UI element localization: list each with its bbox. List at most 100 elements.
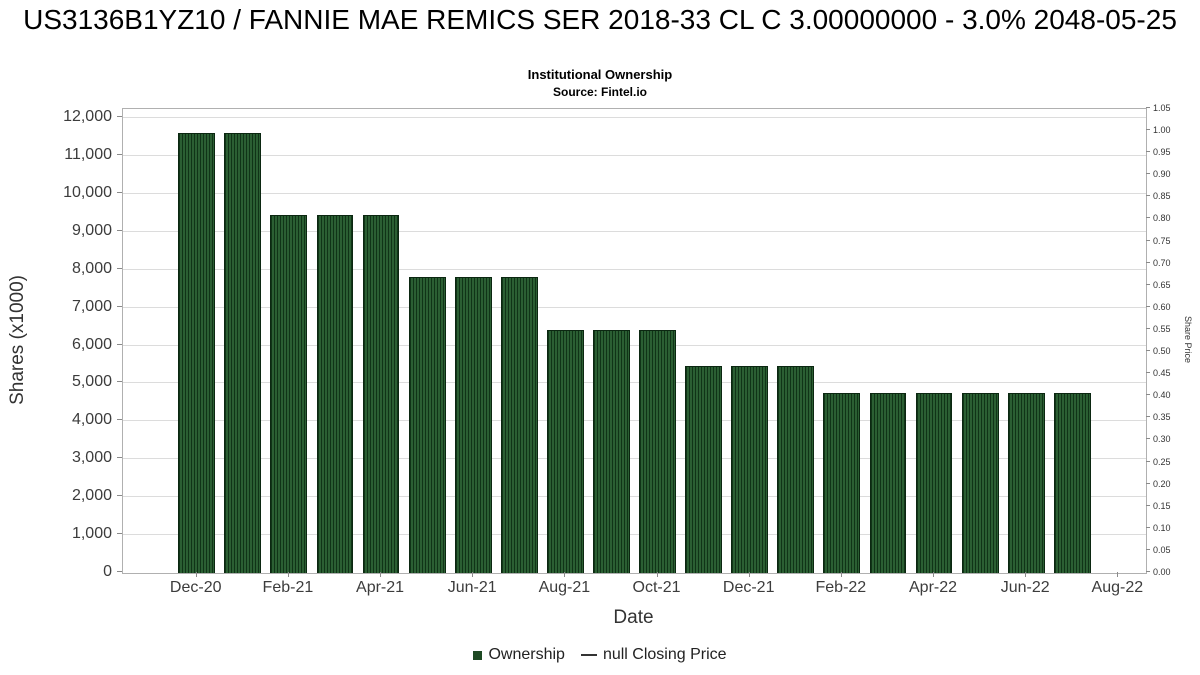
ownership-bar <box>500 277 538 573</box>
y-right-tick-mark <box>1146 372 1150 374</box>
y-right-tick-label: 0.90 <box>1153 169 1171 180</box>
right-axis-title-text: Share Price <box>1183 316 1193 364</box>
gridline <box>123 420 1146 422</box>
x-tick-label: Feb-22 <box>815 579 867 596</box>
y-right-tick-label: 0.30 <box>1153 434 1171 445</box>
left-axis-ticks: 0 1,000 2,000 3,000 4,000 5,000 6,000 7,000 8,00… <box>30 108 122 580</box>
y-right-tick-mark <box>1146 526 1150 528</box>
legend-item: Ownership <box>473 646 565 664</box>
y-right-tick-mark <box>1146 327 1150 329</box>
y-right-tick-label: 0.20 <box>1153 478 1171 489</box>
y-right-tick-label: 0.45 <box>1153 368 1171 379</box>
gridline <box>123 534 1146 536</box>
y-left-tick-mark <box>117 495 122 497</box>
y-right-tick-label: 0.15 <box>1153 500 1171 511</box>
y-right-tick-mark <box>1146 283 1150 285</box>
x-tick-label: Dec-20 <box>169 579 222 596</box>
ownership-bar <box>731 366 769 573</box>
x-tick-label: Jun-22 <box>1000 579 1050 596</box>
y-left-tick-mark <box>117 457 122 459</box>
plot-area <box>122 108 1147 574</box>
y-left-tick-label: 7,000 <box>71 297 112 315</box>
gridline <box>123 117 1146 119</box>
y-right-tick-label: 0.70 <box>1153 257 1171 268</box>
y-right-tick-label: 0.55 <box>1153 323 1171 334</box>
y-left-tick-label: 5,000 <box>71 373 112 391</box>
y-right-tick-label: 0.40 <box>1153 390 1171 401</box>
gridline <box>123 306 1146 308</box>
ownership-bar <box>408 277 446 573</box>
ownership-bar <box>546 330 584 573</box>
y-right-tick-mark <box>1146 394 1150 396</box>
x-tick-label: Apr-21 <box>356 579 405 596</box>
y-right-tick-mark <box>1146 438 1150 440</box>
y-right-tick-label: 0.00 <box>1153 567 1171 577</box>
y-right-tick-mark <box>1146 129 1150 131</box>
x-axis-ticks: Dec-20 Feb-21 Apr-21 Jun-21 Aug-21 Oct-21 Dec-… <box>122 572 1145 602</box>
y-right-tick-label: 0.35 <box>1153 412 1171 423</box>
y-right-tick-mark <box>1146 151 1150 153</box>
chart-title: US3136B1YZ10 / FANNIE MAE REMICS SER 201… <box>23 4 1177 35</box>
y-left-tick-label: 0 <box>103 563 112 580</box>
y-right-tick-mark <box>1146 548 1150 550</box>
y-right-tick-mark <box>1146 571 1150 572</box>
y-left-tick-label: 2,000 <box>71 487 112 505</box>
x-tick-mark <box>564 572 566 577</box>
ownership-bar <box>316 214 354 573</box>
ownership-bar <box>178 133 216 573</box>
x-tick-label: Jun-21 <box>447 579 497 596</box>
ownership-bar <box>961 392 999 573</box>
x-tick-mark <box>380 572 382 577</box>
y-right-tick-label: 0.60 <box>1153 301 1171 312</box>
y-left-tick-mark <box>117 419 122 421</box>
y-right-tick-label: 0.80 <box>1153 213 1171 224</box>
gridline <box>123 344 1146 346</box>
ownership-bar <box>593 330 630 573</box>
y-left-tick-label: 1,000 <box>71 525 112 543</box>
ownership-bar <box>270 214 308 573</box>
gridline <box>123 496 1146 498</box>
y-left-tick-label: 4,000 <box>71 411 112 429</box>
x-tick-label: Dec-21 <box>722 579 775 596</box>
ownership-bar <box>915 392 953 573</box>
x-tick-mark <box>287 572 289 577</box>
x-tick-mark <box>195 572 197 577</box>
gridline <box>123 155 1146 157</box>
y-right-tick-mark <box>1146 173 1150 175</box>
y-right-tick-mark <box>1146 239 1150 241</box>
y-left-tick-mark <box>117 267 122 269</box>
y-right-tick-mark <box>1146 460 1150 462</box>
gridline <box>123 268 1146 270</box>
y-left-tick-label: 10,000 <box>63 183 112 201</box>
y-left-tick-mark <box>117 305 122 307</box>
y-right-tick-mark <box>1146 195 1150 197</box>
y-right-tick-mark <box>1146 217 1150 219</box>
y-right-tick-mark <box>1146 261 1150 263</box>
y-right-tick-mark <box>1146 107 1150 108</box>
chart-subtitle: Institutional Ownership <box>527 67 673 82</box>
ownership-bar <box>869 392 907 573</box>
y-left-tick-label: 3,000 <box>71 449 112 467</box>
x-tick-mark <box>933 572 935 577</box>
ownership-bar <box>777 366 815 573</box>
y-right-tick-label: 0.50 <box>1153 346 1171 357</box>
y-right-tick-mark <box>1146 350 1150 352</box>
y-right-tick-label: 0.25 <box>1153 456 1171 467</box>
ownership-bar <box>454 277 492 573</box>
y-right-tick-label: 0.65 <box>1153 279 1171 290</box>
y-left-tick-mark <box>117 116 122 118</box>
y-right-tick-label: 1.05 <box>1153 103 1171 113</box>
legend-line-swatch <box>580 654 597 656</box>
y-left-tick-label: 11,000 <box>64 146 112 164</box>
legend: Ownership null Closing Price <box>0 646 1200 664</box>
x-tick-mark <box>1025 572 1027 577</box>
legend-item: null Closing Price <box>580 646 727 664</box>
x-tick-mark <box>748 572 750 577</box>
right-axis-title: Share Price <box>1181 108 1195 572</box>
legend-label: Ownership <box>488 646 565 663</box>
y-left-tick-label: 12,000 <box>63 108 112 126</box>
ownership-bar <box>639 330 676 573</box>
ownership-bar <box>362 214 400 573</box>
gridline <box>123 230 1146 232</box>
